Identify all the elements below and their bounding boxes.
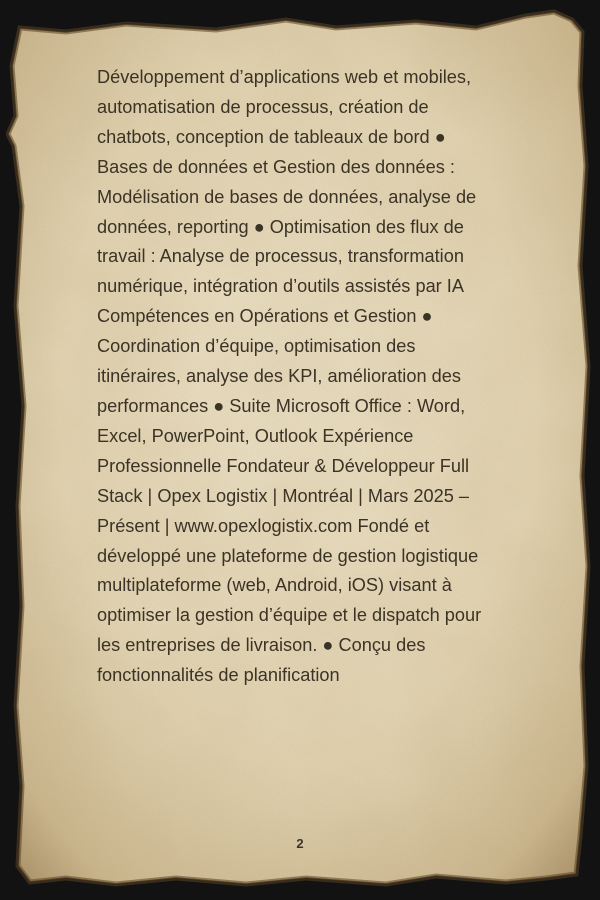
page-number: 2	[296, 836, 304, 851]
document-body-text: Développement d’applications web et mobi…	[97, 67, 482, 686]
parchment-texture	[6, 9, 591, 887]
parchment-sheet	[6, 6, 594, 894]
